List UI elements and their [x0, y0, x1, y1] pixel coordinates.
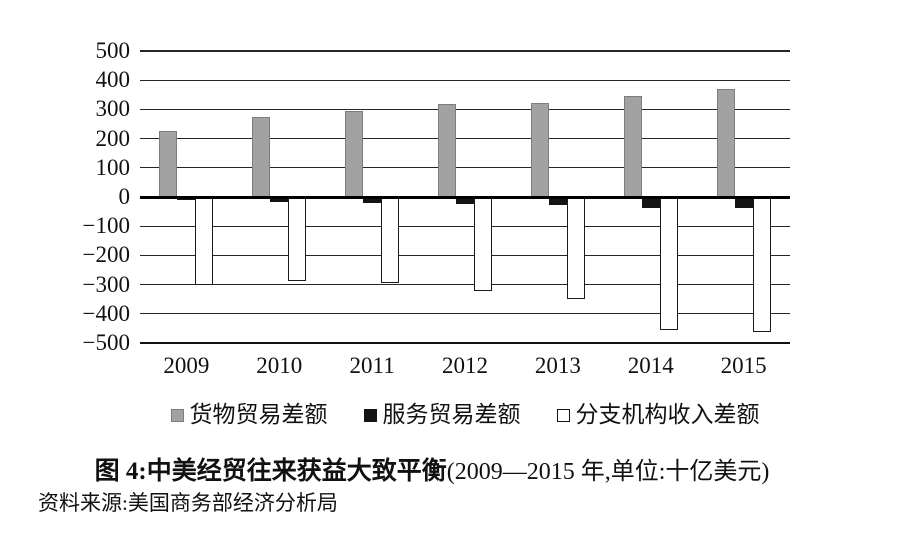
gridline-500 — [140, 50, 790, 52]
gridline-200 — [140, 137, 790, 140]
legend-swatch-icon-services-trade-balance — [363, 408, 377, 422]
bar-services-trade-balance-2015 — [734, 197, 753, 209]
bar-branch-income-balance-2011 — [381, 197, 400, 283]
y-axis-label-100: 100 — [95, 154, 131, 180]
plot-area — [140, 50, 790, 345]
x-axis-label-2014: 2014 — [627, 353, 674, 378]
figure-caption-subtitle: (2009—2015 年,单位:十亿美元) — [446, 459, 770, 485]
y-axis-label--200: −200 — [82, 242, 130, 268]
gridline--300 — [140, 283, 790, 286]
chart-legend: 货物贸易差额 服务贸易差额 分支机构收入差额 — [140, 398, 790, 432]
legend-swatch-icon-branch-income-balance — [556, 408, 570, 422]
x-axis-label-2009: 2009 — [163, 353, 210, 378]
bar-goods-trade-balance-2010 — [252, 116, 271, 197]
legend-label-goods-trade-balance: 货物贸易差额 — [189, 402, 328, 427]
x-axis-label-2013: 2013 — [534, 353, 581, 378]
gridline--100 — [140, 225, 790, 227]
y-axis-label--100: −100 — [82, 213, 130, 239]
y-axis-label-300: 300 — [95, 96, 131, 122]
x-axis-label-2012: 2012 — [441, 353, 488, 378]
figure-source-note: 资料来源:美国商务部经济分析局 — [38, 491, 338, 515]
legend-item-branch-income-balance: 分支机构收入差额 — [556, 400, 760, 430]
y-axis-label--500: −500 — [82, 330, 130, 355]
bar-goods-trade-balance-2012 — [438, 104, 456, 197]
legend-item-goods-trade-balance: 货物贸易差额 — [170, 400, 328, 430]
x-axis-label-2010: 2010 — [256, 353, 303, 378]
bar-branch-income-balance-2014 — [659, 197, 678, 330]
x-axis-label-2011: 2011 — [349, 353, 395, 378]
figure-caption: 图 4:中美经贸往来获益大致平衡(2009—2015 年,单位:十亿美元) — [0, 451, 864, 487]
bar-goods-trade-balance-2014 — [623, 96, 642, 197]
gridline-0 — [140, 195, 790, 199]
gridline-100 — [140, 167, 790, 169]
bar-branch-income-balance-2009 — [195, 197, 214, 285]
bar-branch-income-balance-2013 — [566, 197, 585, 300]
bar-goods-trade-balance-2015 — [716, 88, 735, 197]
legend-swatch-icon-goods-trade-balance — [170, 408, 184, 422]
y-axis-label-400: 400 — [95, 67, 131, 93]
bar-services-trade-balance-2014 — [641, 197, 660, 208]
y-axis-label-500: 500 — [95, 38, 131, 63]
gridline--400 — [140, 313, 790, 315]
gridline-300 — [140, 108, 790, 111]
y-axis-label--300: −300 — [82, 271, 130, 297]
legend-label-branch-income-balance: 分支机构收入差额 — [575, 402, 760, 427]
legend-item-services-trade-balance: 服务贸易差额 — [363, 400, 521, 430]
x-axis: 2009 2010 2011 2012 2013 2014 2015 — [140, 353, 790, 381]
x-axis-label-2015: 2015 — [720, 353, 767, 378]
bar-branch-income-balance-2015 — [752, 197, 771, 332]
figure-caption-title: 中美经贸往来获益大致平衡 — [146, 458, 447, 485]
y-axis-label--400: −400 — [82, 300, 130, 326]
bar-goods-trade-balance-2009 — [159, 130, 178, 197]
y-axis: 500 400 300 200 100 0 −100 −200 −300 −400 −500 — [0, 39, 131, 355]
y-axis-label-0: 0 — [118, 184, 131, 209]
bar-branch-income-balance-2012 — [474, 197, 492, 292]
bar-goods-trade-balance-2013 — [530, 102, 549, 197]
gridline-400 — [140, 79, 790, 81]
gridline--200 — [140, 254, 790, 257]
figure-caption-number: 图 4: — [94, 458, 147, 485]
y-axis-label-200: 200 — [95, 125, 131, 151]
gridline--500 — [140, 342, 790, 345]
bar-branch-income-balance-2010 — [288, 197, 307, 282]
legend-label-services-trade-balance: 服务贸易差额 — [382, 402, 521, 427]
bar-goods-trade-balance-2011 — [345, 110, 364, 197]
